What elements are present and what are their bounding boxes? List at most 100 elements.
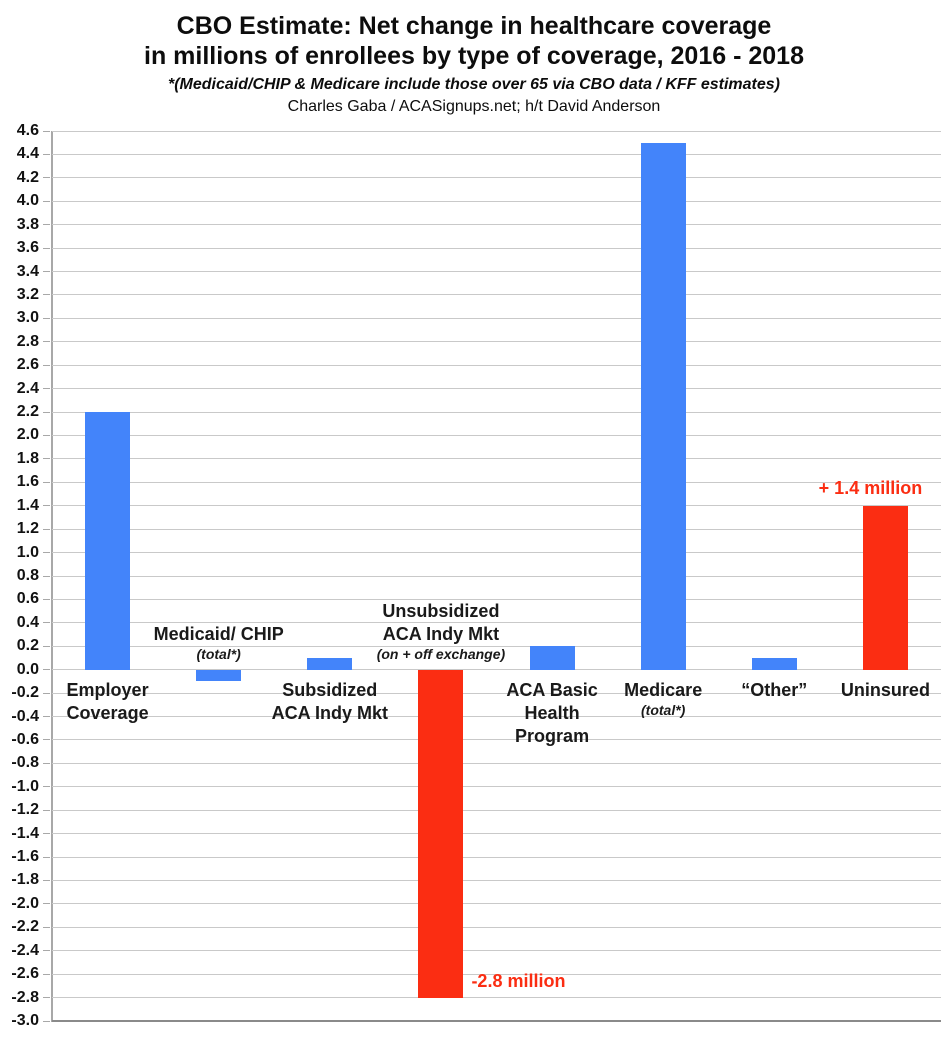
y-axis-tick xyxy=(43,692,50,694)
y-axis-tick xyxy=(43,575,50,577)
category-sublabel: (on + off exchange) xyxy=(376,645,506,662)
y-axis-tick xyxy=(43,317,50,319)
gridline xyxy=(52,341,941,343)
gridline xyxy=(52,271,941,273)
gridline xyxy=(52,833,941,835)
category-label-line: ACA Indy Mkt xyxy=(382,623,500,644)
category-sublabel: (total*) xyxy=(641,701,686,718)
y-axis-tick xyxy=(43,903,50,905)
y-axis-tick xyxy=(43,247,50,249)
gridline xyxy=(52,200,941,202)
y-tick-label: 1.0 xyxy=(16,543,39,561)
y-axis-tick xyxy=(43,528,50,530)
y-tick-label: 3.2 xyxy=(16,285,39,303)
bar-subsidized-aca-indy-mkt xyxy=(307,657,353,670)
y-tick-label: 1.6 xyxy=(16,473,39,491)
y-tick-label: 3.0 xyxy=(16,309,39,327)
gridline xyxy=(52,645,941,647)
gridline xyxy=(52,317,941,319)
category-label-unsubsidized-aca-indy-mkt: Unsubsidized ACA Indy Mkt (on + off exchan… xyxy=(377,600,505,663)
category-label-medicare: Medicare (total*) xyxy=(624,679,702,719)
gridline xyxy=(52,458,941,460)
y-axis-tick xyxy=(43,153,50,155)
gridline xyxy=(52,247,941,249)
category-label-other: “Other” xyxy=(741,679,807,702)
y-axis-tick xyxy=(43,973,50,975)
y-axis-tick xyxy=(43,997,50,999)
y-tick-label: 2.8 xyxy=(16,332,39,350)
category-label-medicaid-chip: Medicaid/ CHIP (total*) xyxy=(154,623,284,663)
gridline xyxy=(52,809,941,811)
gridline xyxy=(52,692,941,694)
chart-attribution: Charles Gaba / ACASignups.net; h/t David… xyxy=(287,98,661,115)
bar-uninsured xyxy=(862,505,908,670)
y-tick-label: -1.6 xyxy=(11,848,39,866)
y-tick-label: -0.8 xyxy=(11,754,39,772)
gridline xyxy=(52,388,941,390)
y-axis-tick xyxy=(43,505,50,507)
gridline xyxy=(52,716,941,718)
gridline xyxy=(52,130,941,132)
category-label-employer-coverage: Employer Coverage xyxy=(67,679,149,725)
y-axis-tick xyxy=(43,645,50,647)
y-tick-label: 4.4 xyxy=(16,145,39,163)
gridline xyxy=(52,1020,941,1022)
y-tick-label: 0.4 xyxy=(16,613,39,631)
gridline xyxy=(52,598,941,600)
y-axis-tick xyxy=(43,481,50,483)
y-tick-label: 3.8 xyxy=(16,215,39,233)
bar-unsubsidized-aca-indy-mkt xyxy=(418,669,464,998)
y-axis-tick xyxy=(43,224,50,226)
gridline xyxy=(52,950,941,952)
category-label-aca-basic-health-program: ACA Basic Health Program xyxy=(506,679,597,748)
bar-other xyxy=(751,657,797,670)
y-tick-label: 1.4 xyxy=(16,496,39,514)
category-label-line: “Other” xyxy=(741,679,808,700)
gridline xyxy=(52,177,941,179)
gridline xyxy=(52,762,941,764)
chart-footnote: *(Medicaid/CHIP & Medicare include those… xyxy=(167,76,781,93)
category-label-line: Subsidized xyxy=(282,679,378,700)
bar-employer-coverage xyxy=(85,412,131,670)
category-label-line: Medicare xyxy=(624,679,703,700)
gridline xyxy=(52,669,941,671)
title-block: CBO Estimate: Net change in healthcare c… xyxy=(0,11,948,118)
y-axis-tick xyxy=(43,833,50,835)
y-axis-tick xyxy=(43,434,50,436)
y-tick-label: -1.0 xyxy=(11,777,39,795)
y-axis-tick xyxy=(43,739,50,741)
category-label-line: Medicaid/ CHIP xyxy=(153,623,284,644)
gridline xyxy=(52,224,941,226)
y-tick-label: -2.2 xyxy=(11,918,39,936)
y-tick-label: -2.6 xyxy=(11,965,39,983)
y-tick-label: 0.2 xyxy=(16,637,39,655)
gridline xyxy=(52,575,941,577)
y-axis-tick xyxy=(43,598,50,600)
category-label-line: ACA Basic xyxy=(506,679,598,700)
gridline xyxy=(52,622,941,624)
y-tick-label: -1.2 xyxy=(11,801,39,819)
y-tick-label: 4.6 xyxy=(16,122,39,139)
y-tick-label: -0.6 xyxy=(11,730,39,748)
y-axis-tick xyxy=(43,552,50,554)
gridline xyxy=(52,434,941,436)
category-label-subsidized-aca-indy-mkt: Subsidized ACA Indy Mkt xyxy=(272,679,388,725)
chart-title-line2: in millions of enrollees by type of cove… xyxy=(144,42,804,70)
category-label-line: ACA Indy Mkt xyxy=(271,702,388,723)
y-axis-tick xyxy=(43,177,50,179)
y-axis-tick xyxy=(43,388,50,390)
category-label-line: Uninsured xyxy=(840,679,930,700)
chart-title-line1: CBO Estimate: Net change in healthcare c… xyxy=(176,12,772,40)
bar-aca-basic-health-program xyxy=(529,646,575,670)
y-tick-label: 4.0 xyxy=(16,192,39,210)
y-tick-label: 1.2 xyxy=(16,520,39,538)
y-axis-tick xyxy=(43,294,50,296)
y-tick-label: 2.0 xyxy=(16,426,39,444)
y-tick-label: -2.8 xyxy=(11,988,39,1006)
y-axis-tick xyxy=(43,458,50,460)
gridline xyxy=(52,973,941,975)
y-axis-tick xyxy=(43,271,50,273)
y-tick-label: -3.0 xyxy=(11,1012,39,1029)
category-label-line: Unsubsidized xyxy=(382,600,500,621)
